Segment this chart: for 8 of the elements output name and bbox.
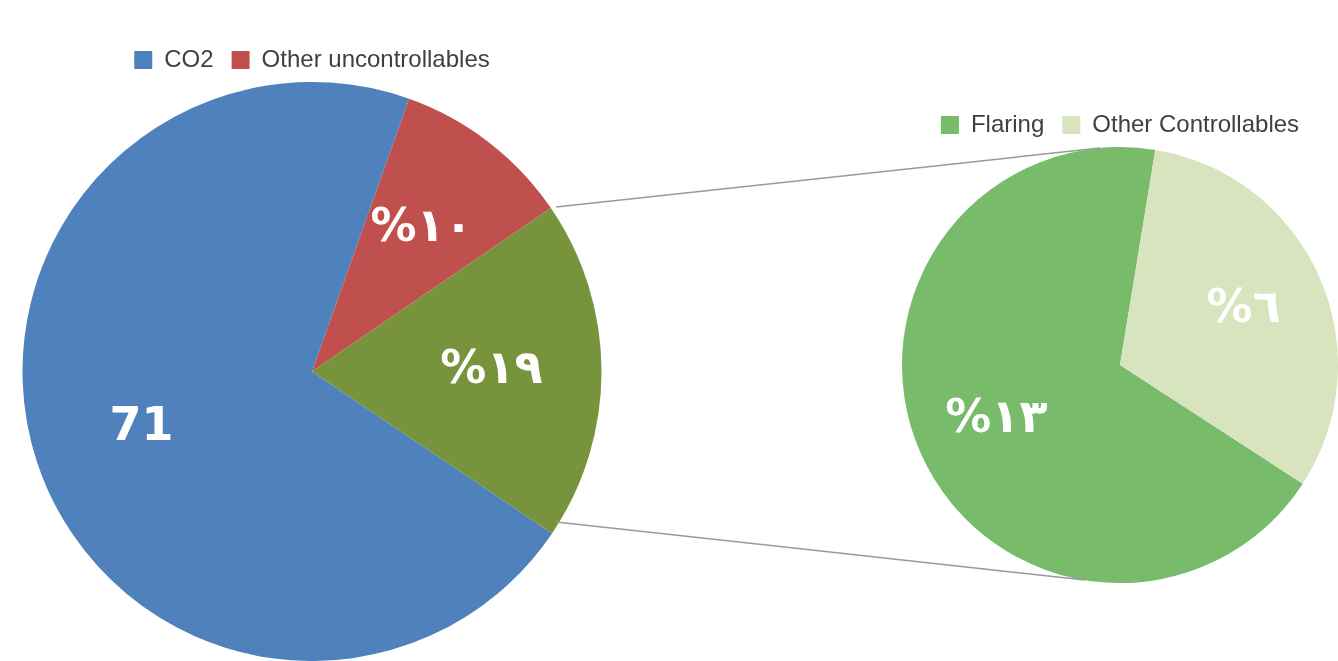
legend-label: Other Controllables	[1092, 109, 1300, 137]
data-label: %٦	[1206, 279, 1281, 334]
legend-label: Other uncontrollables	[261, 44, 490, 72]
legend-label: CO2	[164, 44, 214, 72]
data-label: %١٠	[370, 198, 473, 253]
data-label: %١٩	[440, 339, 543, 394]
data-label: 71	[109, 396, 174, 451]
legend-label: Flaring	[970, 109, 1045, 137]
